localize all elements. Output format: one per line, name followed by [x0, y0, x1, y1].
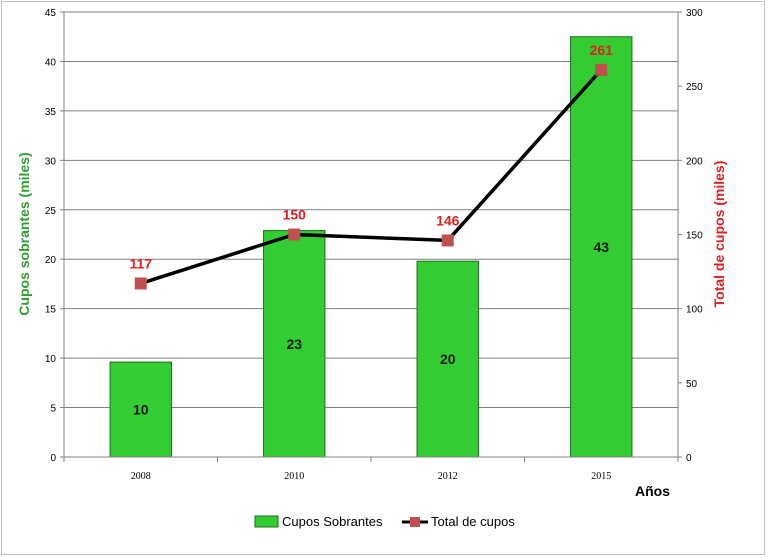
- line-data-label: 117: [129, 255, 152, 271]
- legend-swatch-cupos-sobrantes: [254, 515, 279, 528]
- bar-data-label: 20: [440, 351, 456, 367]
- line-data-label: 146: [436, 212, 460, 228]
- x-tick-label: 2008: [131, 471, 151, 482]
- y-tick-label-right: 250: [686, 82, 703, 93]
- y-tick-label-left: 20: [45, 255, 57, 266]
- y-tick-label-left: 35: [45, 107, 57, 118]
- bar-data-label: 23: [286, 336, 302, 352]
- legend-marker-total-de-cupos: [410, 517, 420, 527]
- bar: [263, 230, 326, 458]
- series-line: [140, 68, 603, 286]
- y-tick-label-left: 25: [45, 206, 57, 217]
- y-tick-label-right: 200: [686, 156, 703, 167]
- bar-data-labels: 10 23 20 43: [133, 239, 609, 418]
- y-tick-label-left: 0: [50, 453, 56, 464]
- line-data-label: 150: [283, 207, 307, 223]
- y-tick-label-left: 5: [50, 404, 56, 415]
- x-tick-label: 2015: [591, 471, 611, 482]
- line-point: [441, 234, 454, 247]
- bar: [109, 361, 172, 458]
- line-data-labels: 117 150 146 261: [129, 42, 613, 272]
- bar-data-label: 10: [133, 402, 149, 418]
- legend-label-cupos-sobrantes: Cupos Sobrantes: [282, 514, 383, 529]
- left-axis-ticks: 0 5 10 15 20 25 30 35 40 45: [45, 8, 64, 464]
- x-axis-title: Años: [635, 483, 670, 499]
- y-axis-title-left: Cupos sobrantes (miles): [16, 152, 32, 315]
- legend-label-total-de-cupos: Total de cupos: [431, 514, 515, 529]
- bar: [570, 36, 633, 458]
- y-tick-label-right: 0: [686, 453, 692, 464]
- line-point: [288, 228, 301, 241]
- y-axis-title-right: Total de cupos (miles): [711, 161, 727, 308]
- y-tick-label-left: 40: [45, 57, 57, 68]
- bar-series: [109, 36, 633, 458]
- right-axis-ticks: 0 50 100 150 200 250 300: [678, 8, 703, 464]
- bar-data-label: 43: [593, 239, 609, 255]
- y-tick-label-right: 50: [686, 379, 698, 390]
- x-axis-ticks: 2008 2010 2012 2015: [63, 457, 679, 482]
- y-tick-label-right: 150: [686, 231, 703, 242]
- x-tick-label: 2012: [438, 471, 458, 482]
- y-tick-label-right: 300: [686, 8, 703, 19]
- y-tick-label-left: 30: [45, 156, 57, 167]
- line-data-label: 261: [590, 42, 614, 58]
- x-tick-label: 2010: [284, 471, 304, 482]
- y-tick-label-left: 15: [45, 305, 57, 316]
- y-tick-label-left: 10: [45, 354, 57, 365]
- legend: Cupos Sobrantes Total de cupos: [254, 514, 515, 529]
- line-point: [134, 277, 147, 290]
- line-series: [134, 63, 608, 290]
- y-tick-label-right: 100: [686, 305, 703, 316]
- line-point: [595, 63, 608, 76]
- y-tick-label-left: 45: [45, 8, 57, 19]
